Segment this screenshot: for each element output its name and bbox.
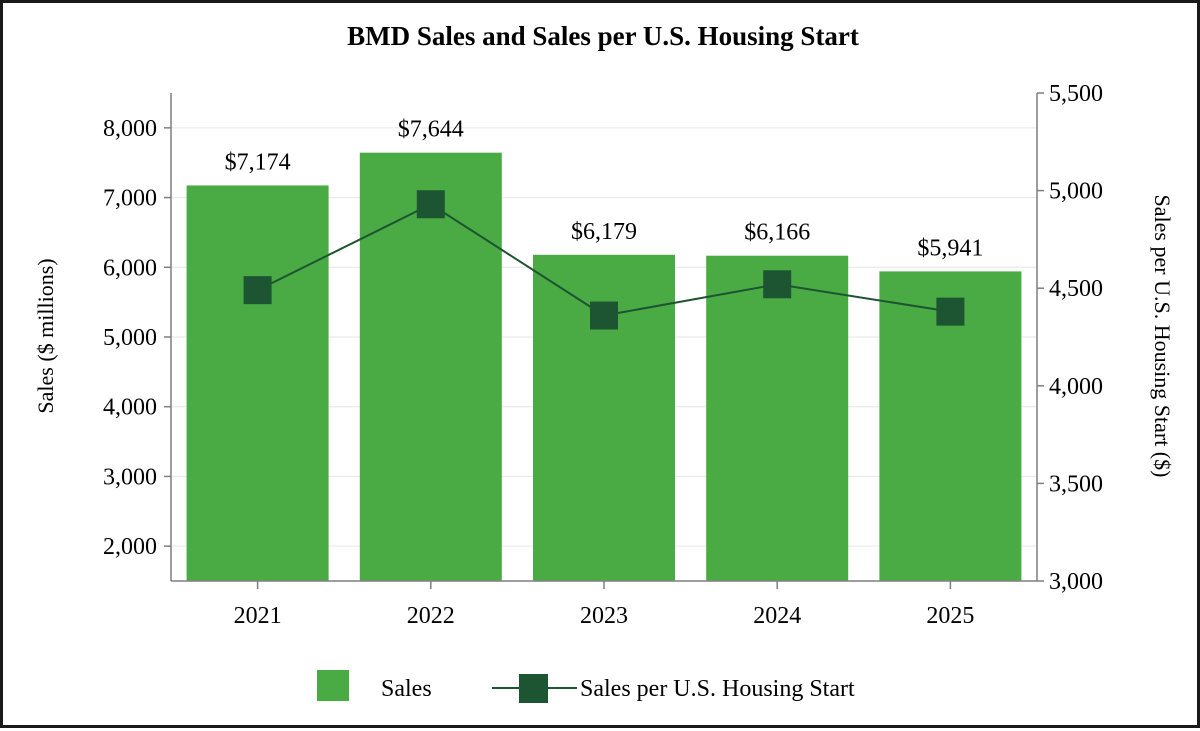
y2-tick-label: 4,500 [1049,276,1103,302]
bars [186,152,1022,582]
line-series [243,190,965,330]
data-label-2021: $7,174 [225,149,291,175]
y-tick-label: 3,000 [103,464,157,490]
housing-marker-2023 [590,301,618,330]
axes: 2,000 3,000 4,000 5,000 6,000 7,000 8,000 3,000… [103,81,1103,629]
legend-marker-housing [519,674,548,703]
y-tick-label: 4,000 [103,395,157,421]
legend: Sales Sales per U.S. Housing Start [317,670,855,703]
x-tick-label: 2021 [234,603,282,629]
data-label-2024: $6,166 [744,220,810,246]
data-label-2023: $6,179 [571,219,637,245]
housing-marker-2021 [243,276,272,305]
y2-tick-label: 4,000 [1049,374,1103,400]
y2-tick-label: 5,500 [1049,81,1103,107]
legend-swatch-sales [317,670,349,701]
housing-marker-2024 [763,270,792,299]
housing-marker-2022 [416,190,445,219]
x-tick-label: 2024 [753,603,801,629]
housing-marker-2025 [936,297,965,326]
chart-svg: BMD Sales and Sales per U.S. Housing Sta… [33,21,1175,703]
y-tick-label: 6,000 [103,255,157,281]
y-tick-label: 7,000 [103,186,157,212]
y2-axis-title: Sales per U.S. Housing Start ($) [1150,195,1175,478]
y-tick-label: 5,000 [103,325,157,351]
x-tick-label: 2025 [926,603,974,629]
bar-2024 [706,255,849,582]
x-tick-label: 2023 [580,603,628,629]
legend-label-housing: Sales per U.S. Housing Start [580,676,855,702]
y-tick-label: 2,000 [103,534,157,560]
data-label-2025: $5,941 [917,235,983,261]
y2-tick-label: 5,000 [1049,179,1103,205]
data-labels: $7,174 $7,644 $6,179 $6,166 $5,941 [225,117,984,262]
chart-title: BMD Sales and Sales per U.S. Housing Sta… [347,21,859,51]
y2-tick-label: 3,000 [1049,569,1103,595]
x-tick-label: 2022 [407,603,455,629]
y2-tick-label: 3,500 [1049,471,1103,497]
y-axis-title: Sales ($ millions) [33,258,58,413]
bar-2021 [186,185,329,581]
bar-2022 [359,152,502,582]
y-tick-label: 8,000 [103,116,157,142]
legend-label-sales: Sales [381,676,432,702]
data-label-2022: $7,644 [398,117,464,143]
